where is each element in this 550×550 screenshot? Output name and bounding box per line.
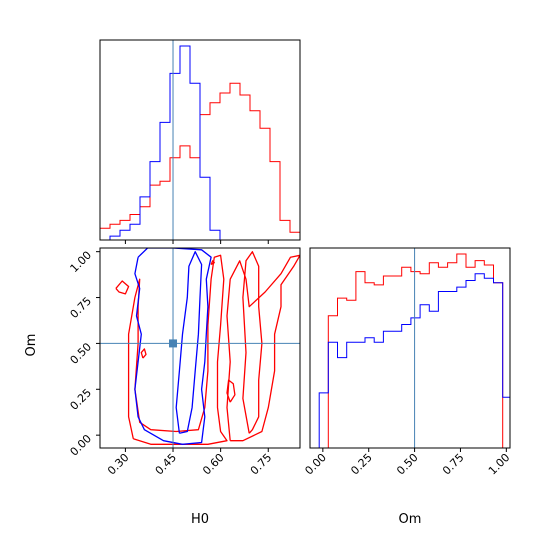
contour-blue-8 xyxy=(175,251,203,434)
om-histogram-x-tick-label: 0.00 xyxy=(302,451,329,478)
om-histogram-x-tick-label: 0.25 xyxy=(348,451,375,478)
om-histogram-x-tick-label: 0.50 xyxy=(394,451,421,478)
h0-histogram-panel xyxy=(99,39,301,244)
h0-x-tick-label: 0.45 xyxy=(153,451,180,478)
contour-red-6 xyxy=(210,260,215,266)
contour-blue-7 xyxy=(134,248,212,445)
om-y-tick-label: 0.25 xyxy=(68,386,95,413)
contour-lines xyxy=(115,248,300,445)
h0-x-tick-label: 0.30 xyxy=(105,451,132,478)
h0-x-tick-label: 0.75 xyxy=(248,451,275,478)
om-y-tick-label: 1.00 xyxy=(68,249,95,276)
h0-histogram-frame xyxy=(99,39,301,241)
om-axis-label-left: Om xyxy=(24,334,39,357)
contour-red-3 xyxy=(226,379,236,403)
contour-frame xyxy=(99,247,301,449)
om-histogram-red-series xyxy=(310,253,510,449)
truth-marker xyxy=(169,339,178,348)
h0-x-tick-label: 0.60 xyxy=(200,451,227,478)
contour-red-4 xyxy=(115,280,130,295)
contour-red-2 xyxy=(242,251,263,434)
om-histogram-frame xyxy=(309,247,511,449)
om-histogram-x-tick-label: 0.75 xyxy=(440,451,467,478)
om-axis-label-bottom: Om xyxy=(399,512,422,527)
om-histogram-x-tick-label: 1.00 xyxy=(486,451,513,478)
h0-axis-label: H0 xyxy=(191,512,209,527)
om-histogram-panel: 0.00 0.25 0.50 0.75 1.00 xyxy=(302,247,513,478)
contour-red-5 xyxy=(140,348,147,359)
om-y-tick-label: 0.75 xyxy=(68,294,95,321)
om-histogram-blue-series xyxy=(310,273,511,449)
om-y-tick-label: 0.00 xyxy=(68,432,95,459)
h0-om-contour-panel: 0.30 0.45 0.60 0.75 0.00 0.25 0.50 0.75 1.00 xyxy=(68,247,301,478)
contour-red-1 xyxy=(226,254,300,442)
om-y-tick-label: 0.50 xyxy=(68,340,95,367)
